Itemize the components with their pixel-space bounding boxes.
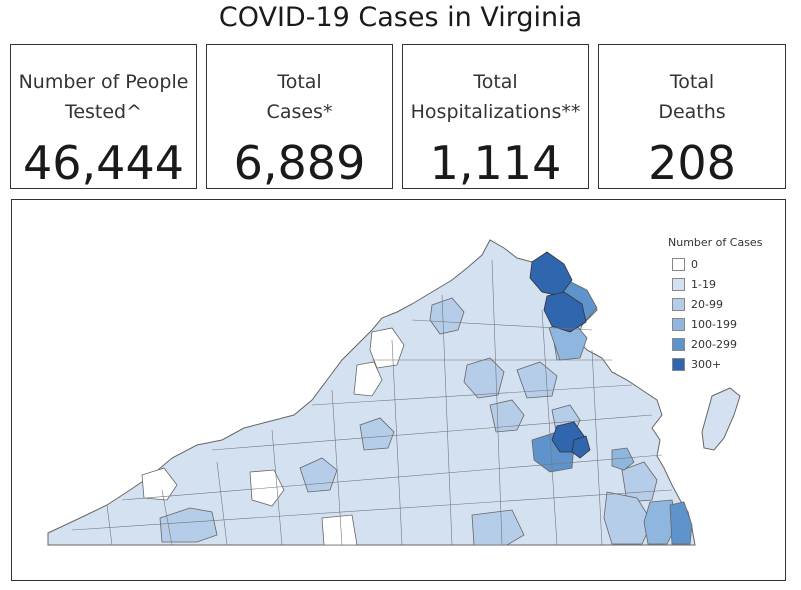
deaths-label-line1: Total [669,71,715,93]
tested-label: Number of People Tested^ [11,67,196,127]
cases-label-line2: Cases* [266,101,333,123]
cases-label-line1: Total [277,71,322,93]
virginia-map[interactable] [12,200,784,579]
hospitalizations-card: Total Hospitalizations** 1,114 [402,44,589,189]
legend-swatch-200-299 [672,338,685,351]
eastern-shore [701,387,741,451]
counties-300-plus [529,251,591,459]
hospitalizations-label-line1: Total [473,71,518,93]
deaths-label-line2: Deaths [658,101,726,123]
hospitalizations-value: 1,114 [429,136,562,190]
legend-swatch-1-19 [672,278,685,291]
legend-label-1-19: 1-19 [691,278,716,291]
legend-label-200-299: 200-299 [691,338,737,351]
legend-title: Number of Cases [668,236,763,249]
hospitalizations-label-line2: Hospitalizations** [410,101,581,123]
deaths-label: Total Deaths [599,67,785,127]
legend-label-300-plus: 300+ [691,358,722,371]
page-title: COVID-19 Cases in Virginia [218,2,583,33]
tested-value: 46,444 [23,136,184,190]
cases-card: Total Cases* 6,889 [206,44,393,189]
legend-label-0: 0 [691,258,698,271]
legend-label-100-199: 100-199 [691,318,737,331]
legend-swatch-0 [672,258,685,271]
counties-100-199 [548,319,678,545]
tested-label-line1: Number of People [18,71,189,93]
deaths-value: 208 [648,136,736,190]
tested-card: Number of People Tested^ 46,444 [10,44,197,189]
legend-swatch-20-99 [672,298,685,311]
cases-label: Total Cases* [207,67,392,127]
deaths-card: Total Deaths 208 [598,44,786,189]
map-panel: Number of Cases 0 1-19 20-99 100-199 200… [11,199,786,581]
hospitalizations-label: Total Hospitalizations** [403,67,588,127]
legend-label-20-99: 20-99 [691,298,723,311]
cases-value: 6,889 [233,136,366,190]
legend-swatch-100-199 [672,318,685,331]
legend-swatch-300-plus [672,358,685,371]
tested-label-line2: Tested^ [64,101,143,123]
county-lines [71,259,673,546]
